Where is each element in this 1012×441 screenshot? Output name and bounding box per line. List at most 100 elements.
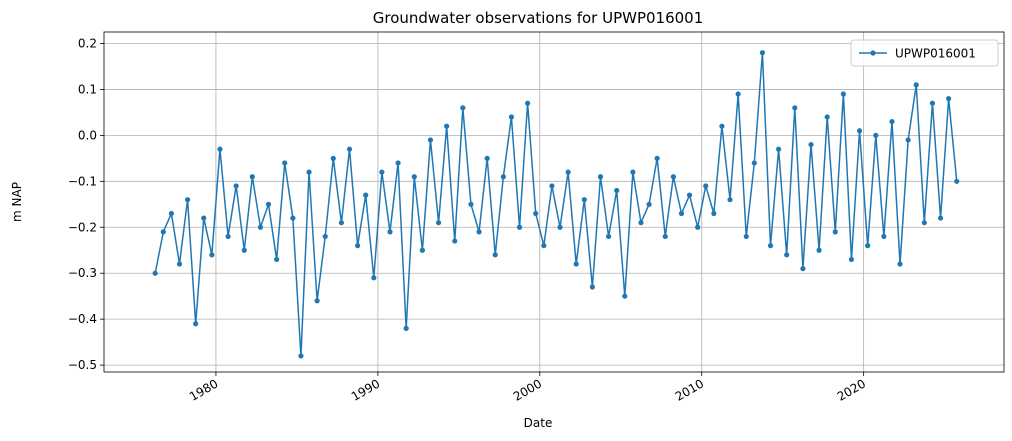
data-point: [881, 233, 887, 240]
data-point: [784, 252, 790, 258]
data-point: [184, 197, 191, 203]
data-point: [816, 247, 822, 253]
data-point: [638, 220, 644, 226]
data-point: [403, 325, 409, 331]
legend-box: [850, 39, 999, 67]
data-point: [427, 137, 434, 143]
data-point: [946, 96, 952, 102]
data-point: [735, 91, 741, 97]
legend-label: UPWP016001: [895, 47, 976, 61]
data-point: [606, 233, 612, 240]
data-point: [452, 238, 458, 244]
data-point: [557, 224, 563, 230]
data-point: [808, 141, 814, 148]
data-point: [371, 275, 377, 281]
y-tick-label: −0.5: [68, 358, 97, 372]
data-point: [873, 132, 879, 138]
data-point: [282, 160, 288, 166]
data-point: [865, 243, 871, 249]
y-tick-label: 0.1: [78, 82, 97, 96]
data-point: [719, 123, 725, 129]
data-point: [346, 146, 353, 152]
data-point: [193, 321, 199, 327]
data-point: [897, 261, 903, 267]
data-point: [654, 155, 660, 161]
data-point: [751, 160, 757, 166]
data-point: [468, 201, 474, 207]
data-point: [444, 123, 450, 129]
data-point: [703, 183, 709, 189]
data-point: [614, 187, 620, 194]
data-point: [954, 178, 960, 184]
data-point: [630, 169, 636, 175]
data-point: [176, 261, 183, 267]
data-point: [160, 229, 166, 235]
data-point: [670, 174, 676, 180]
data-point: [435, 220, 442, 226]
y-tick-label: −0.3: [68, 266, 97, 280]
data-point: [840, 91, 846, 97]
data-point: [776, 146, 782, 152]
data-point: [265, 201, 272, 207]
data-point: [533, 210, 539, 217]
data-point: [597, 174, 604, 180]
data-point: [168, 210, 174, 217]
x-axis-label: Date: [524, 416, 553, 430]
data-point: [743, 233, 749, 240]
y-tick-label: −0.2: [68, 220, 97, 234]
data-point: [767, 243, 774, 249]
data-point: [338, 220, 344, 226]
series-layer: [152, 50, 960, 359]
data-point: [589, 284, 595, 290]
data-point: [929, 100, 936, 106]
data-point: [565, 169, 571, 175]
y-tick-label: −0.1: [68, 174, 97, 188]
series-line: [154, 51, 958, 357]
data-point: [233, 183, 239, 189]
data-point: [678, 210, 685, 217]
data-point: [241, 247, 247, 253]
data-point: [800, 266, 806, 272]
data-point: [217, 146, 223, 152]
data-point: [889, 118, 895, 125]
data-point: [792, 105, 798, 111]
data-point: [306, 169, 312, 175]
data-point: [290, 215, 296, 221]
data-point: [225, 233, 231, 240]
data-point: [686, 192, 693, 198]
data-point: [249, 174, 255, 180]
legend: UPWP016001: [850, 39, 999, 67]
data-point: [727, 197, 733, 203]
data-point: [476, 229, 482, 235]
data-point: [419, 247, 425, 253]
data-point: [695, 224, 701, 230]
data-point: [824, 114, 830, 120]
data-point: [460, 105, 466, 111]
y-axis-label: m NAP: [10, 182, 24, 222]
data-point: [152, 270, 158, 276]
data-point: [516, 224, 523, 230]
data-point: [848, 256, 855, 263]
data-point: [937, 215, 944, 221]
data-point: [314, 298, 320, 304]
data-point: [913, 82, 919, 88]
y-tick-label: −0.4: [68, 312, 97, 326]
data-point: [492, 252, 498, 258]
data-point: [257, 224, 264, 230]
legend-marker-icon: [870, 50, 876, 56]
data-point: [201, 215, 207, 221]
y-tick-label: 0.0: [78, 128, 97, 142]
data-point: [711, 210, 717, 217]
y-axis: −0.5 −0.4 −0.3 −0.2 −0.1 0.0 0.1 0.2: [68, 36, 104, 372]
data-point: [330, 155, 336, 161]
data-point: [856, 128, 863, 134]
data-point: [500, 174, 506, 180]
data-point: [411, 174, 417, 180]
data-point: [905, 137, 911, 143]
data-point: [541, 243, 547, 249]
data-point: [646, 201, 652, 207]
y-tick-label: 0.2: [78, 36, 97, 50]
data-point: [549, 183, 555, 189]
plot-frame: [103, 31, 1005, 373]
